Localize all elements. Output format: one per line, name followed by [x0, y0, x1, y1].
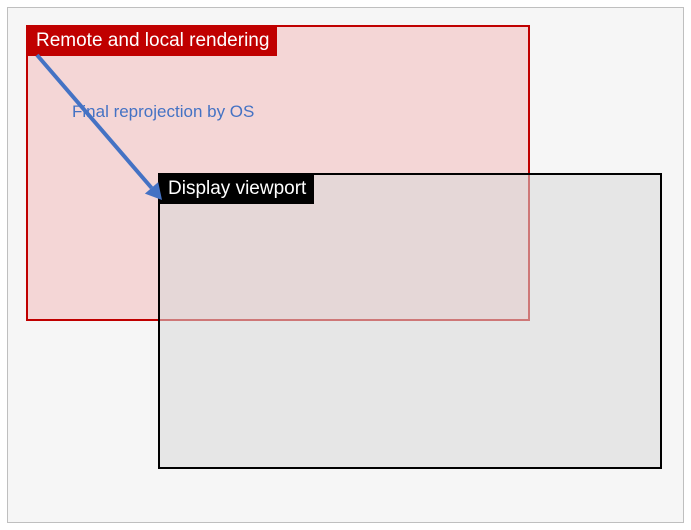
- diagram-canvas: Remote and local rendering Display viewp…: [0, 0, 691, 530]
- reprojection-arrow-label: Final reprojection by OS: [72, 102, 254, 122]
- reprojection-arrow: [0, 0, 691, 530]
